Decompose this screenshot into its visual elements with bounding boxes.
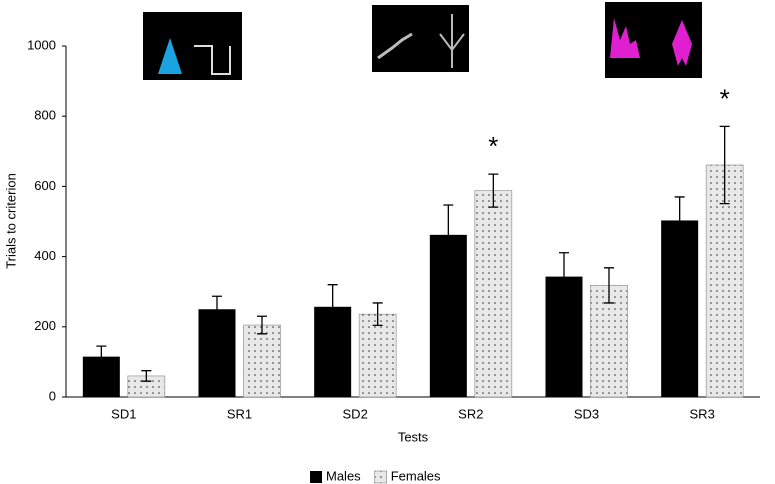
bar <box>590 285 628 398</box>
legend-label: Males <box>326 468 361 483</box>
error-bar <box>372 302 383 327</box>
y-axis-title: Trials to criterion <box>3 173 18 269</box>
error-bar <box>719 125 730 205</box>
x-tick-label: SD3 <box>574 406 599 421</box>
y-tick-label: 1000 <box>27 37 56 52</box>
error-bar <box>674 196 685 245</box>
y-tick-label: 0 <box>49 388 56 403</box>
legend-label: Females <box>391 468 441 483</box>
stimulus-icon <box>372 5 469 72</box>
error-bar <box>257 315 267 335</box>
error-bar <box>559 252 569 302</box>
y-tick-label: 800 <box>34 108 56 123</box>
stimulus-icon <box>143 12 242 80</box>
error-bar <box>212 295 222 323</box>
bar <box>358 313 397 398</box>
error-bar <box>443 204 454 266</box>
bar <box>661 220 699 397</box>
significance-marker: * <box>488 131 498 161</box>
x-axis-title: Tests <box>398 429 429 444</box>
x-tick-label: SR2 <box>458 406 483 421</box>
error-bar <box>96 345 107 368</box>
significance-marker: * <box>720 83 730 113</box>
error-bar <box>488 173 499 208</box>
legend-swatch <box>310 471 322 483</box>
error-bar <box>141 370 152 382</box>
bar <box>198 309 236 397</box>
error-bar <box>604 267 614 304</box>
x-tick-label: SD1 <box>111 406 136 421</box>
stimulus-icon <box>605 2 702 78</box>
x-tick-label: SD2 <box>343 406 368 421</box>
y-tick-label: 200 <box>34 318 56 333</box>
bar <box>243 324 281 398</box>
bar <box>474 190 513 398</box>
y-tick-label: 400 <box>34 248 56 263</box>
legend-swatch <box>374 470 387 484</box>
error-bar <box>327 284 338 330</box>
x-tick-label: SR1 <box>227 406 252 421</box>
x-tick-label: SR3 <box>690 406 715 421</box>
y-tick-label: 600 <box>34 178 56 193</box>
